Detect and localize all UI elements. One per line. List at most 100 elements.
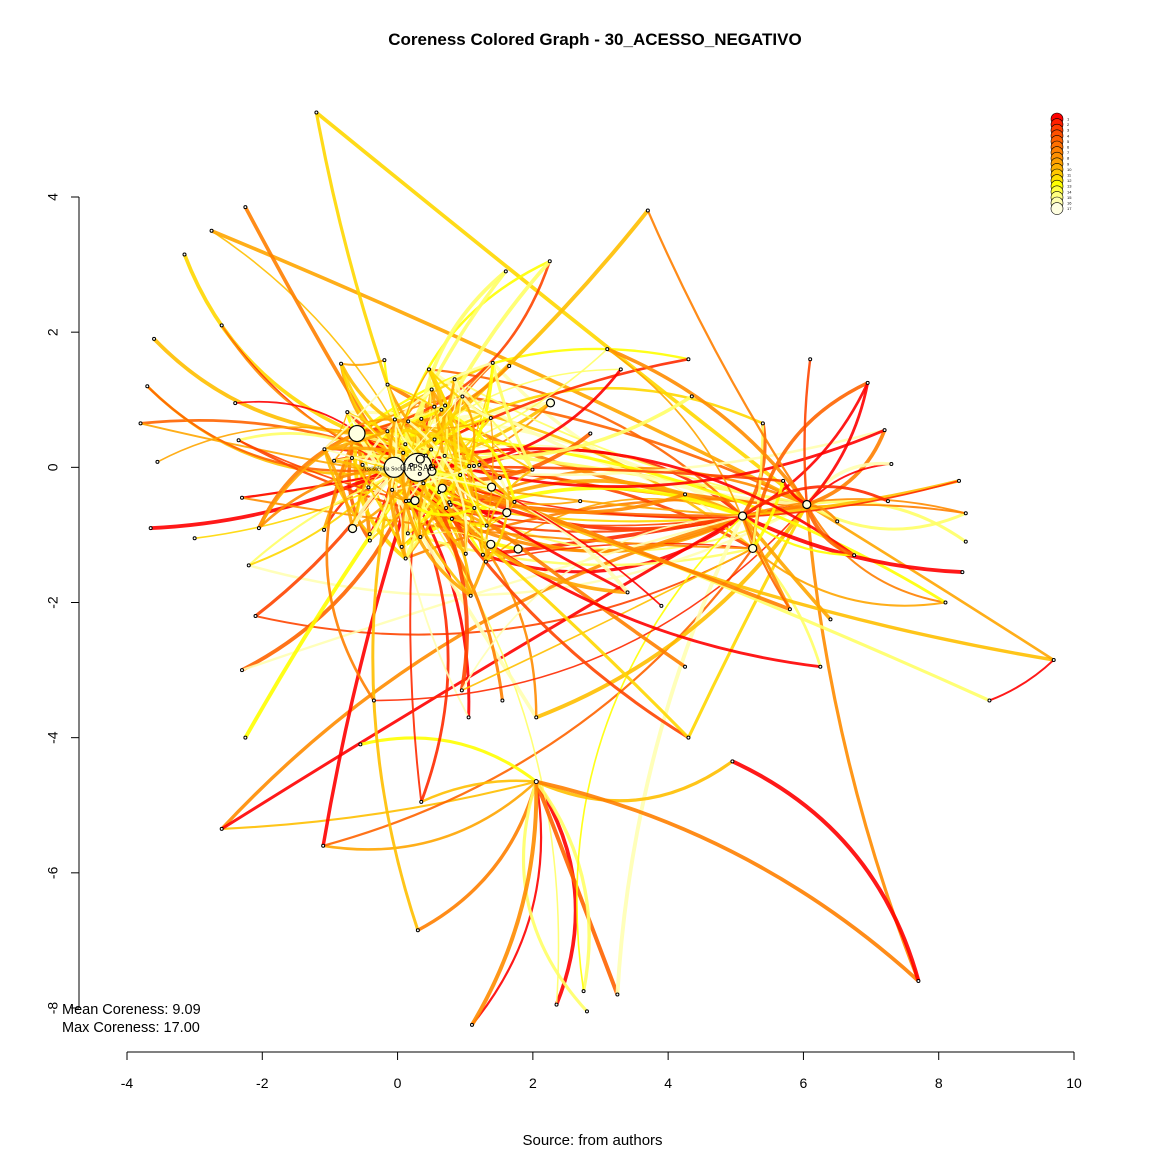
edge (464, 507, 475, 596)
node (192, 536, 197, 541)
node (835, 519, 840, 524)
node (943, 600, 948, 605)
edge (751, 423, 765, 549)
node (239, 495, 244, 500)
legend-label: 6 (1067, 145, 1070, 150)
node (889, 461, 894, 466)
node (484, 523, 489, 528)
legend-label: 17 (1067, 206, 1072, 211)
edge (220, 514, 744, 831)
y-tick-label: 0 (45, 463, 61, 471)
node (449, 516, 454, 521)
node (615, 992, 620, 997)
edge (157, 426, 358, 463)
edge (451, 514, 744, 553)
node (659, 603, 664, 608)
node-label: CAPSAD (400, 462, 436, 472)
edge (387, 419, 407, 559)
node (443, 403, 448, 408)
node (852, 553, 857, 558)
node (415, 928, 420, 933)
node (483, 559, 488, 564)
edge (457, 396, 488, 527)
node (534, 715, 539, 720)
legend-label: 13 (1067, 184, 1072, 189)
node (460, 394, 465, 399)
node (437, 483, 447, 493)
edge (804, 503, 855, 557)
node (469, 1022, 474, 1027)
node (367, 532, 372, 537)
edge (606, 347, 809, 506)
node (467, 464, 472, 469)
edge (321, 466, 420, 847)
legend-label: 16 (1067, 201, 1072, 206)
node (545, 398, 556, 408)
node (367, 538, 372, 543)
node (322, 447, 327, 452)
node (383, 456, 405, 478)
node (503, 269, 508, 274)
legend-label: 15 (1067, 195, 1072, 200)
edge (752, 547, 946, 607)
node (547, 259, 552, 264)
edge (453, 378, 534, 471)
node (818, 664, 823, 669)
edge (323, 448, 355, 529)
edge (535, 760, 734, 803)
node (466, 715, 471, 720)
node (347, 523, 358, 534)
x-tick-label: 10 (1066, 1075, 1082, 1091)
node (427, 466, 437, 476)
edge (325, 432, 376, 702)
legend-label: 14 (1067, 189, 1072, 194)
edge (393, 466, 538, 718)
node (429, 447, 434, 452)
node (865, 380, 870, 385)
node (588, 431, 593, 436)
node (148, 526, 153, 531)
y-tick-label: -4 (45, 731, 61, 744)
edge (340, 359, 385, 366)
node (730, 759, 735, 764)
legend-label: 12 (1067, 178, 1072, 183)
node (605, 347, 610, 352)
edge (741, 515, 791, 610)
edge (405, 499, 475, 517)
node (239, 668, 244, 673)
node (442, 453, 447, 458)
node (409, 462, 414, 467)
node (182, 252, 187, 257)
edge (469, 543, 493, 597)
node (405, 531, 410, 536)
node (392, 417, 397, 422)
node (399, 544, 404, 549)
node (581, 989, 586, 994)
node (497, 475, 502, 480)
edge (803, 359, 812, 505)
node (243, 205, 248, 210)
legend-label: 10 (1067, 167, 1072, 172)
node (737, 511, 748, 521)
node (584, 1009, 589, 1014)
edge (741, 485, 889, 518)
edge (742, 498, 967, 517)
x-tick-label: 8 (935, 1075, 943, 1091)
source-caption: Source: from authors (522, 1132, 663, 1149)
edge (415, 269, 508, 468)
node (452, 377, 457, 382)
x-tick-label: 0 (394, 1075, 402, 1091)
x-axis: -4 -2 0 2 4 6 8 10 (121, 1051, 1082, 1091)
node (490, 360, 495, 365)
node (401, 450, 406, 455)
edge (453, 378, 492, 420)
node (882, 428, 887, 433)
node (321, 843, 326, 848)
node (145, 384, 150, 389)
edge (351, 457, 403, 548)
node (138, 421, 143, 426)
edge (534, 780, 578, 1006)
node (468, 593, 473, 598)
y-tick-label: 2 (45, 328, 61, 336)
